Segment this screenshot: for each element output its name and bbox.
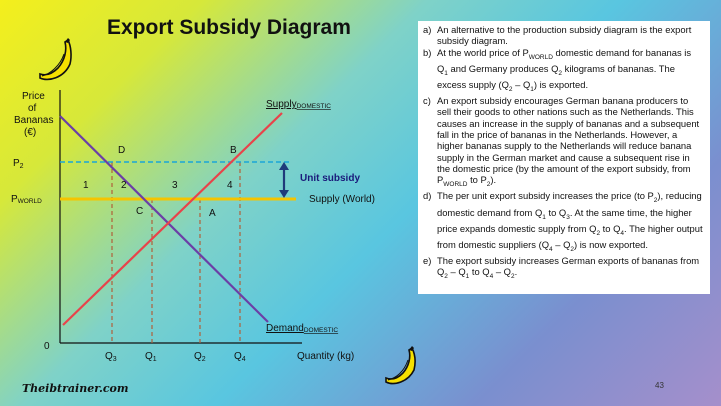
note-label: c) (423, 95, 431, 107)
y-axis-label-line: (€) (24, 127, 36, 138)
note-item: c) An export subsidy encourages German ba… (423, 95, 704, 190)
q4-label: Q4 (234, 351, 246, 363)
supply-world-label: Supply (World) (309, 194, 375, 205)
banana-icon (385, 346, 416, 385)
point-b-label: B (230, 145, 237, 156)
notes-list: a) An alternative to the production subsi… (423, 24, 704, 283)
unit-subsidy-label: Unit subsidy (300, 173, 360, 184)
quantity-guides (111, 162, 241, 343)
point-c-label: C (136, 206, 143, 217)
supply-domestic-label: SupplyDOMESTIC (266, 99, 331, 110)
q3-label: Q3 (105, 351, 117, 363)
y-axis-label-line: Bananas (14, 115, 53, 126)
note-text: An export subsidy encourages German bana… (437, 95, 700, 189)
point-a-label: A (209, 208, 216, 219)
y-axis-label-line: Price (22, 91, 45, 102)
q2-label: Q2 (194, 351, 206, 363)
area-3-label: 3 (172, 180, 178, 191)
pworld-label: PWORLD (11, 194, 42, 205)
note-text: At the world price of PWORLD domestic de… (437, 46, 692, 93)
demand-domestic-label: DemandDOMESTIC (266, 323, 338, 334)
note-label: b) (423, 46, 432, 58)
supply-curve (62, 112, 283, 326)
demand-curve (59, 115, 269, 323)
origin-label: 0 (44, 341, 50, 352)
banana-icon (39, 38, 72, 81)
note-label: a) (423, 24, 432, 35)
note-label: d) (423, 190, 432, 202)
area-2-label: 2 (121, 180, 127, 191)
x-axis-label: Quantity (kg) (297, 351, 354, 362)
y-axis-label-line: of (28, 103, 37, 114)
note-text: An alternative to the production subsidy… (437, 24, 692, 47)
slide-title: Export Subsidy Diagram (107, 16, 351, 39)
notes-panel: a) An alternative to the production subsi… (418, 21, 710, 294)
area-4-label: 4 (227, 180, 233, 191)
note-label: e) (423, 255, 432, 267)
note-item: a) An alternative to the production subsi… (423, 24, 704, 47)
q1-label: Q1 (145, 351, 157, 363)
brand-logo-text: Theibtrainer.com (22, 382, 129, 395)
unit-subsidy-arrow (279, 162, 289, 198)
note-text: The per unit export subsidy increases th… (437, 190, 703, 253)
point-d-label: D (118, 145, 125, 156)
note-item: e) The export subsidy increases German ex… (423, 255, 704, 282)
p2-label: P2 (13, 158, 24, 170)
page-number: 43 (655, 381, 664, 390)
note-item: d) The per unit export subsidy increases … (423, 190, 704, 255)
note-text: The export subsidy increases German expo… (437, 255, 700, 281)
area-1-label: 1 (83, 180, 89, 191)
note-item: b) At the world price of PWORLD domestic … (423, 47, 704, 96)
